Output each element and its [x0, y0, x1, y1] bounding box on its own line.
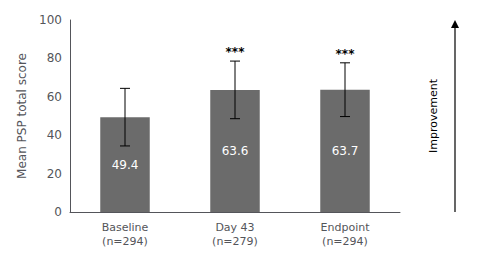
svg-text:Improvement: Improvement [427, 78, 440, 153]
svg-text:63.6: 63.6 [222, 144, 249, 158]
svg-text:(n=294): (n=294) [102, 235, 148, 248]
svg-text:Baseline: Baseline [102, 221, 149, 234]
svg-text:20: 20 [47, 167, 62, 181]
svg-text:80: 80 [47, 51, 62, 65]
svg-text:0: 0 [54, 205, 62, 219]
svg-text:60: 60 [47, 90, 62, 104]
svg-text:(n=279): (n=279) [212, 235, 258, 248]
svg-text:49.4: 49.4 [112, 158, 139, 172]
svg-text:40: 40 [47, 128, 62, 142]
svg-text:Endpoint: Endpoint [321, 221, 371, 234]
svg-text:Day 43: Day 43 [215, 221, 254, 234]
svg-text:***: *** [226, 45, 246, 59]
svg-text:(n=294): (n=294) [322, 235, 368, 248]
svg-text:100: 100 [39, 13, 62, 27]
svg-text:63.7: 63.7 [332, 144, 359, 158]
svg-text:***: *** [336, 47, 356, 61]
svg-text:Mean PSP total score: Mean PSP total score [15, 53, 29, 179]
